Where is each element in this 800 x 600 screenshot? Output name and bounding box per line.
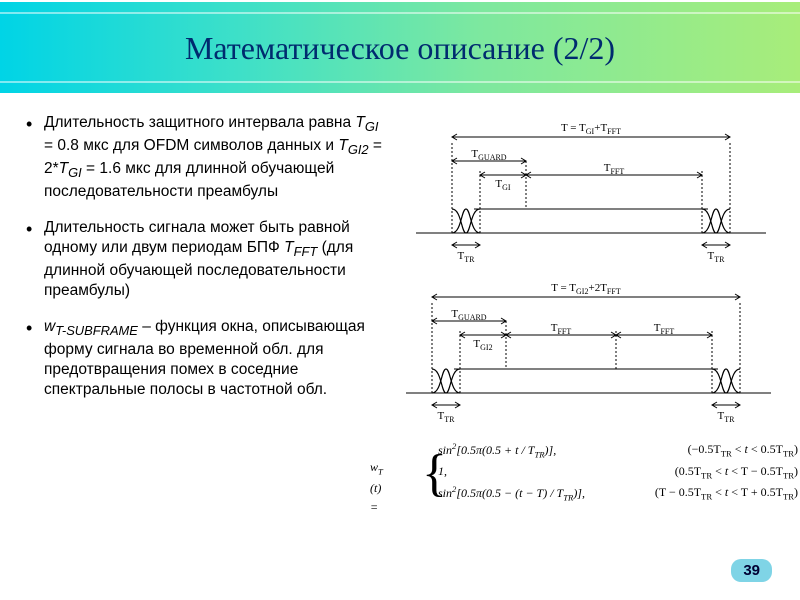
svg-text:TTR: TTR <box>458 250 476 264</box>
bullet-list: Длительность защитного интервала равна T… <box>22 113 386 423</box>
svg-text:T = TGI2+2TFFT: T = TGI2+2TFFT <box>551 282 621 296</box>
content-row: Длительность защитного интервала равна T… <box>0 95 800 423</box>
formula-row: sin2[0.5π(0.5 + t / TTR)],(−0.5TTR < t <… <box>438 440 798 462</box>
svg-text:T = TGI+TFFT: T = TGI+TFFT <box>561 122 621 136</box>
svg-text:TFFT: TFFT <box>604 162 625 176</box>
svg-text:TGI: TGI <box>496 178 512 192</box>
svg-text:TTR: TTR <box>438 410 456 423</box>
slide-title: Математическое описание (2/2) <box>0 30 800 67</box>
diagram-area: T = TGI+TFFT TGUARD TGI TFFT TTR TTR T = TGI2+… <box>396 113 780 423</box>
svg-text:TTR: TTR <box>708 250 726 264</box>
bullet-item: wT-SUBFRAME – функция окна, описывающая … <box>22 317 386 400</box>
formula-row: sin2[0.5π(0.5 − (t − T) / TTR)],(T − 0.5… <box>438 483 798 505</box>
slide-number-badge: 39 <box>731 559 772 582</box>
formula-row: 1,(0.5TTR < t < T − 0.5TTR) <box>438 462 798 483</box>
svg-text:TTR: TTR <box>718 410 736 423</box>
timing-diagram: T = TGI+TFFT TGUARD TGI TFFT TTR TTR T = TGI2+… <box>396 113 776 423</box>
formula-lhs: w <box>370 460 378 474</box>
svg-text:TGUARD: TGUARD <box>472 148 507 162</box>
svg-text:TGI2: TGI2 <box>474 338 493 352</box>
svg-text:TFFT: TFFT <box>551 322 572 336</box>
bullet-item: Длительность защитного интервала равна T… <box>22 113 386 202</box>
header-band: Математическое описание (2/2) <box>0 0 800 95</box>
svg-text:TGUARD: TGUARD <box>452 308 487 322</box>
bullet-item: Длительность сигнала может быть равной о… <box>22 218 386 301</box>
svg-text:TFFT: TFFT <box>654 322 675 336</box>
